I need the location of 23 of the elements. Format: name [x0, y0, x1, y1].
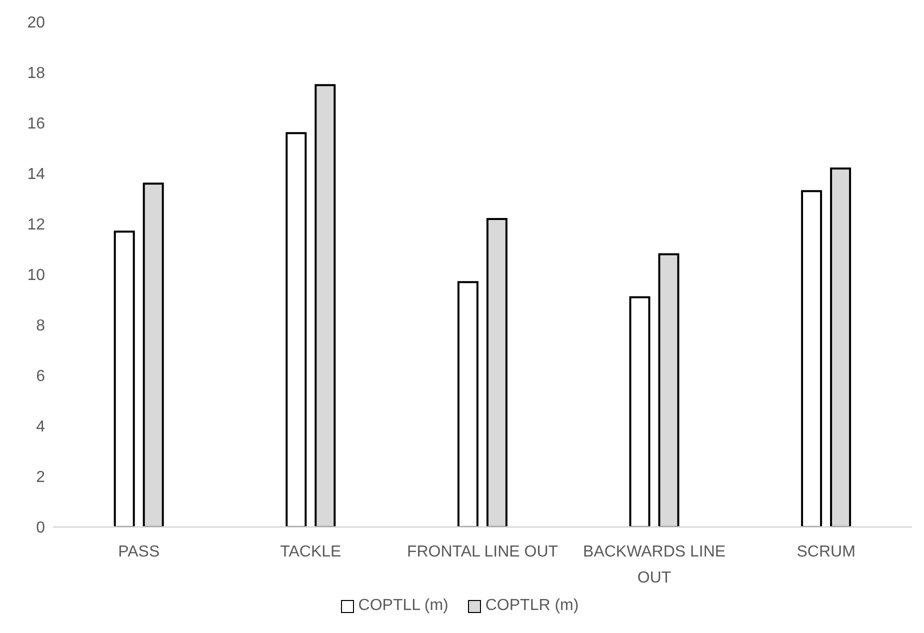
- y-tick-label: 12: [27, 216, 46, 234]
- x-tick-label: BACKWARDS LINE OUT: [583, 543, 726, 586]
- bar: [114, 230, 135, 527]
- y-tick-label: 16: [27, 116, 46, 133]
- x-tick-label: PASS: [118, 543, 160, 560]
- x-tick-label: FRONTAL LINE OUT: [406, 543, 558, 560]
- y-tick-label: 6: [36, 368, 46, 386]
- bar: [457, 281, 478, 527]
- legend-label: COPTLL (m): [358, 597, 448, 615]
- x-tick-label: SCRUM: [796, 543, 856, 560]
- y-tick-label: 4: [36, 418, 46, 436]
- y-tick-label: 0: [36, 520, 46, 537]
- bar: [801, 190, 822, 527]
- y-tick-label: 14: [27, 166, 46, 184]
- y-tick-label: 2: [36, 469, 46, 486]
- y-tick-label: 10: [27, 267, 46, 284]
- y-tick-label: 18: [27, 65, 46, 82]
- y-tick-label: 20: [27, 14, 46, 32]
- bar: [286, 132, 307, 527]
- legend-label: COPTLR (m): [485, 597, 579, 615]
- y-tick-label: 8: [36, 318, 46, 335]
- x-tick-label: TACKLE: [280, 543, 342, 560]
- bar: [629, 296, 650, 527]
